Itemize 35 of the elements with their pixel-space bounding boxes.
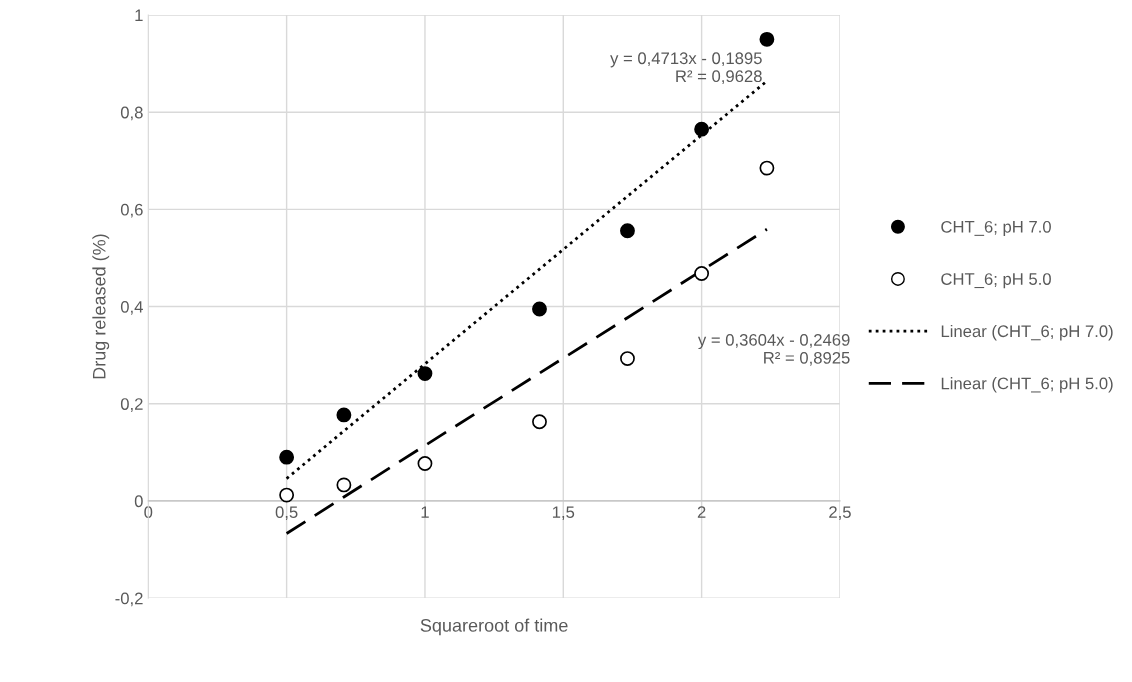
y-tick-label: 0 [134, 495, 143, 508]
point [336, 407, 352, 423]
y-tick-label: 0,6 [120, 203, 143, 218]
y-tick-label: 0,4 [120, 300, 143, 315]
y-tick-label: 0,2 [120, 398, 143, 412]
x-tick-label: 0,5 [275, 506, 298, 520]
legend-label: CHT_6; pH 7.0 [941, 220, 1051, 237]
x-tick-label: 0 [144, 506, 153, 519]
y-tick-label: 0,8 [120, 106, 143, 121]
point [532, 414, 547, 430]
x-axis-title: Squareroot of time [420, 618, 568, 636]
point [759, 31, 775, 47]
x-tick-label: 1,5 [552, 506, 575, 520]
x-tick-label: 2,5 [829, 506, 851, 520]
legend-label: Linear (CHT_6; pH 7.0) [941, 324, 1113, 341]
point [532, 301, 547, 317]
x-tick-label: 2 [697, 506, 706, 518]
legend-label: CHT_6; pH 5.0 [941, 273, 1051, 289]
point [694, 121, 710, 137]
point [620, 223, 635, 239]
legend-label: Linear (CHT_6; pH 5.0) [941, 377, 1113, 393]
y-axis-title: Drug released (%) [92, 234, 110, 379]
annotation: y = 0,4713x - 0,1895 R² = 0,9628 [610, 52, 762, 85]
point [279, 487, 295, 503]
point [620, 351, 635, 366]
annotation: y = 0,3604x - 0,2469 R² = 0,8925 [697, 333, 850, 366]
point [336, 477, 352, 493]
point [417, 366, 433, 382]
point [279, 449, 295, 465]
point [417, 456, 433, 471]
x-tick-label: 1 [421, 506, 429, 518]
point [694, 266, 710, 281]
y-tick-label: 1 [135, 9, 143, 22]
point [759, 160, 775, 176]
y-tick-label: -0,2 [115, 592, 143, 607]
